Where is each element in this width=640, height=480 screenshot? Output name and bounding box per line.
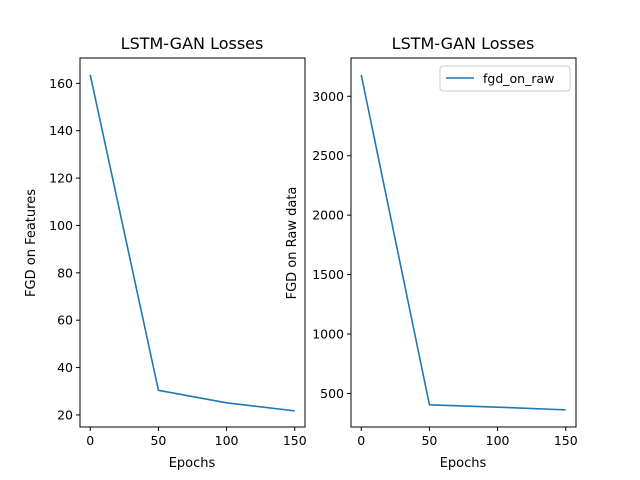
chart-title: LSTM-GAN Losses <box>392 34 535 53</box>
x-tick-label: 0 <box>357 433 365 448</box>
legend-box <box>439 65 571 92</box>
series-layer <box>89 74 295 412</box>
y-tick-label: 1000 <box>312 327 344 342</box>
y-tick-label: 120 <box>49 171 73 186</box>
axes-frame <box>350 57 577 428</box>
chart-raw-data: LSTM-GAN Losses 0 50 100 150 500 1000 1500 2000… <box>285 34 578 471</box>
ticks-group: 0 50 100 150 500 1000 1500 2000 2500 3000 <box>312 89 578 448</box>
y-tick-label: 20 <box>57 407 73 422</box>
x-tick-label: 50 <box>150 433 166 448</box>
y-tick-label: 140 <box>49 123 73 138</box>
series-layer <box>360 74 566 411</box>
x-tick-label: 100 <box>215 433 239 448</box>
y-axis-label: FGD on Raw data <box>285 187 300 300</box>
y-tick-label: 160 <box>49 76 73 91</box>
y-tick-label: 80 <box>57 265 73 280</box>
legend: fgd_on_raw <box>439 65 571 92</box>
y-tick-label: 2000 <box>312 208 344 223</box>
axes-frame <box>79 57 306 428</box>
y-tick-label: 3000 <box>312 89 344 104</box>
y-tick-label: 500 <box>320 386 344 401</box>
x-axis-label: Epochs <box>169 456 216 471</box>
y-tick-label: 60 <box>57 313 73 328</box>
chart-features: LSTM-GAN Losses 0 50 100 150 20 40 60 80 100 120 1… <box>24 34 307 471</box>
x-axis-label: Epochs <box>440 456 487 471</box>
y-tick-label: 40 <box>57 360 73 375</box>
series-line <box>89 74 295 412</box>
y-tick-label: 2500 <box>312 148 344 163</box>
x-tick-label: 150 <box>554 433 578 448</box>
y-axis-label: FGD on Features <box>24 189 39 297</box>
y-tick-label: 100 <box>49 218 73 233</box>
chart-title: LSTM-GAN Losses <box>121 34 264 53</box>
x-tick-label: 100 <box>486 433 510 448</box>
y-tick-label: 1500 <box>312 267 344 282</box>
legend-label: fgd_on_raw <box>483 71 554 86</box>
x-tick-label: 0 <box>86 433 94 448</box>
x-tick-label: 50 <box>421 433 437 448</box>
ticks-group: 0 50 100 150 20 40 60 80 100 120 140 160 <box>49 76 307 448</box>
x-tick-label: 150 <box>283 433 307 448</box>
series-line <box>360 74 566 411</box>
